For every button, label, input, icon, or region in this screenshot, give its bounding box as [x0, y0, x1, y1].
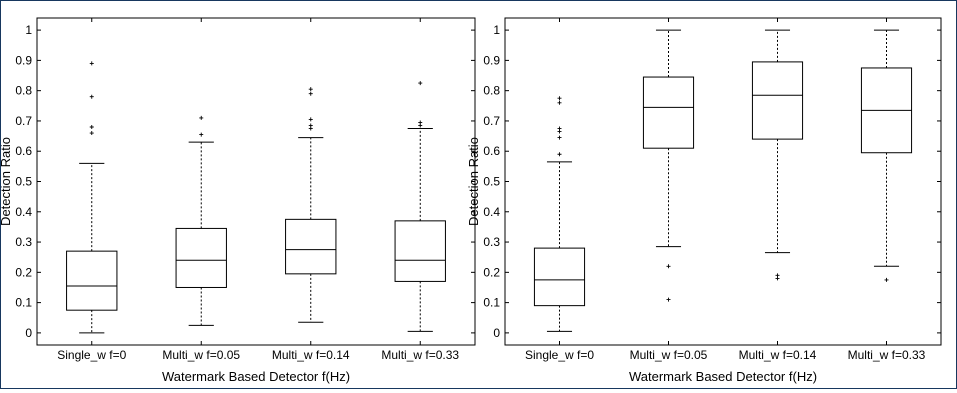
y-tick-label: 0.7	[15, 114, 32, 128]
plot-area-2	[504, 17, 942, 346]
outlier-point	[308, 87, 313, 92]
outlier-point	[89, 61, 94, 66]
y-tick-label: 0.2	[15, 265, 32, 279]
plot-area-1	[36, 17, 476, 346]
y-tick-label: 0.3	[483, 235, 500, 249]
y-tick-label: 0.1	[15, 296, 32, 310]
iqr-box	[394, 220, 446, 282]
outlier-point	[557, 96, 562, 101]
outlier-point	[418, 120, 423, 125]
outlier-point	[199, 132, 204, 137]
outlier-point	[557, 135, 562, 140]
y-tick-label: 0.5	[483, 175, 500, 189]
x-axis-label: Watermark Based Detector f(Hz)	[162, 369, 350, 384]
x-tick-label: Multi_w f=0.33	[381, 348, 459, 362]
iqr-box	[285, 218, 337, 275]
y-tick-label: 0.9	[483, 53, 500, 67]
outlier-point	[418, 81, 423, 86]
outlier-point	[89, 94, 94, 99]
y-tick-label: 1	[493, 23, 500, 37]
y-tick-label: 1	[25, 23, 32, 37]
y-tick-label: 0.4	[15, 205, 32, 219]
y-axis-label: Detection Ratio	[466, 137, 481, 226]
y-tick-label: 0	[25, 326, 32, 340]
outlier-point	[308, 123, 313, 128]
outlier-point	[89, 131, 94, 136]
x-tick-label: Multi_w f=0.33	[848, 348, 926, 362]
y-tick-label: 0.8	[483, 84, 500, 98]
y-tick-label: 0.5	[15, 175, 32, 189]
y-tick-label: 0.1	[483, 296, 500, 310]
x-tick-label: Multi_w f=0.14	[739, 348, 817, 362]
outlier-point	[557, 152, 562, 157]
y-tick-label: 0	[493, 326, 500, 340]
y-axis-label: Detection Ratio	[1, 137, 13, 226]
iqr-box	[175, 227, 227, 288]
y-tick-label: 0.6	[483, 144, 500, 158]
x-axis-label: Watermark Based Detector f(Hz)	[629, 369, 817, 384]
y-tick-label: 0.7	[483, 114, 500, 128]
x-tick-label: Single_w f=0	[525, 348, 594, 362]
y-tick-label: 0.8	[15, 84, 32, 98]
y-tick-label: 0.6	[15, 144, 32, 158]
outlier-point	[666, 297, 671, 302]
x-tick-label: Multi_w f=0.05	[630, 348, 708, 362]
y-tick-label: 0.9	[15, 53, 32, 67]
y-tick-label: 0.4	[483, 205, 500, 219]
y-tick-label: 0.2	[483, 265, 500, 279]
outlier-point	[666, 264, 671, 269]
outlier-point	[199, 115, 204, 120]
outlier-point	[89, 125, 94, 129]
iqr-box	[642, 76, 695, 149]
outlier-point	[775, 273, 780, 278]
x-tick-label: Multi_w f=0.05	[162, 348, 240, 362]
outlier-point	[308, 117, 313, 122]
x-tick-label: Multi_w f=0.14	[272, 348, 350, 362]
outlier-point	[308, 91, 313, 96]
y-tick-label: 0.3	[15, 235, 32, 249]
iqr-box	[66, 250, 118, 311]
outlier-point	[557, 126, 562, 131]
iqr-box	[533, 247, 586, 307]
outlier-point	[884, 277, 889, 282]
iqr-box	[751, 61, 804, 140]
outlier-point	[557, 100, 562, 105]
x-tick-label: Single_w f=0	[57, 348, 126, 362]
